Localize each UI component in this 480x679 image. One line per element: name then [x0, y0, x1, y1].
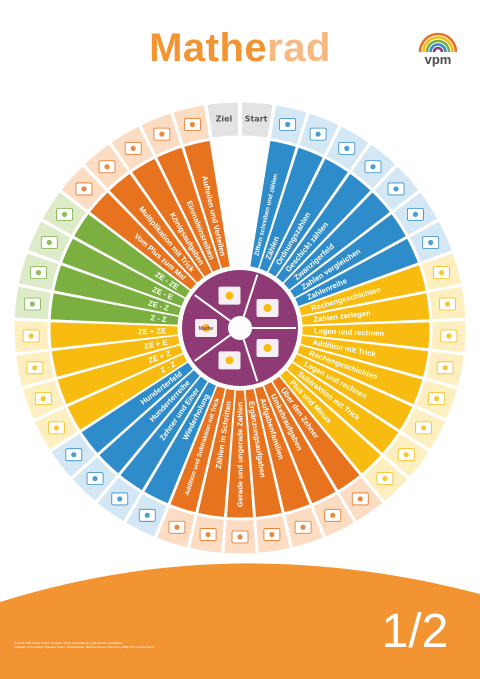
title-part-rad: rad — [267, 26, 331, 70]
wheel-segment[interactable]: Z - Z — [13, 285, 180, 326]
wheel-segment[interactable]: Gerade und ungerade Zahlen — [223, 389, 257, 555]
wheel-segment[interactable]: Legen und rechnen — [301, 320, 467, 354]
wheel-segment[interactable]: ZE - Z — [17, 252, 183, 317]
wheel-segment[interactable]: ZE + Z — [21, 344, 184, 421]
wheel-segment-label: Z - Z — [150, 313, 167, 324]
goal-label: Ziel — [216, 115, 233, 124]
imprint-line-1: © Ernst Klett Verlag GmbH, Stuttgart 201… — [14, 642, 124, 645]
wheel-segment-label: ZE + E — [143, 338, 168, 351]
wheel-segment-label: ZE + ZE — [138, 326, 166, 336]
wheel-segment[interactable]: Zählen — [258, 112, 340, 273]
hub-book-label: Mathe — [199, 326, 214, 332]
grade-label: 1/2 — [381, 605, 449, 658]
wheel-segment-label: Gerade und ungerade Zahlen — [236, 402, 245, 507]
wheel-segment[interactable]: Z - Z — [33, 352, 189, 451]
rainbow-logo-icon — [418, 32, 458, 53]
imprint: © Ernst Klett Verlag GmbH, Stuttgart 201… — [14, 642, 334, 650]
wheel-segment[interactable]: Über den Zehner — [271, 375, 384, 523]
wheel-segment[interactable]: ZE + E — [15, 334, 181, 388]
wheel-segment[interactable]: ZE + ZE — [13, 320, 179, 354]
wheel-segment-label: Legen und rechnen — [314, 326, 385, 338]
wheel-segment[interactable]: Aufteilen und Verteilen — [172, 104, 231, 270]
wheel-segment[interactable]: Ergänzungsaufgaben — [244, 387, 291, 554]
footer-band — [0, 563, 480, 679]
brand-name: vpm — [424, 52, 452, 67]
page-title: Matherad — [0, 26, 480, 71]
start-marker: Start — [240, 101, 274, 271]
goal-marker: Ziel — [206, 101, 240, 271]
title-part-mathe: Mathe — [149, 26, 268, 70]
wheel-segment[interactable]: ZE - E — [27, 220, 187, 308]
imprint-line-2: Anfragen und sonstige Hinweise unter: | … — [14, 646, 155, 649]
start-label: Start — [245, 115, 268, 124]
wheel-segment[interactable]: Zahlen zerlegen — [300, 285, 467, 326]
